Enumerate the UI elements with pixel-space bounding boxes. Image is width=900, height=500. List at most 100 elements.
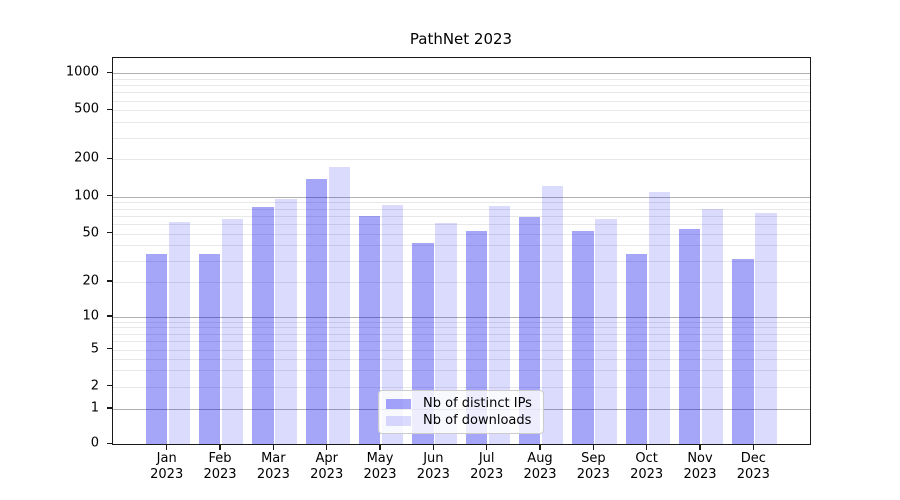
gridline (113, 358, 810, 360)
y-axis-tick-label: 0 (90, 435, 99, 451)
gridline (113, 202, 810, 204)
y-axis-tick-label: 1 (90, 400, 99, 416)
bar-aug-downloads (541, 185, 564, 445)
bar-feb-distinct-ips (198, 254, 221, 445)
bar-dec-distinct-ips (732, 258, 754, 445)
y-axis-tick (107, 195, 112, 197)
gridline (113, 196, 810, 198)
y-axis-tick (107, 71, 112, 73)
y-axis-tick-label: 2 (90, 378, 99, 393)
x-axis-tick (752, 444, 755, 450)
bar-may-distinct-ips (358, 215, 381, 445)
bar-mar-downloads (275, 198, 297, 445)
x-axis-tick (699, 444, 701, 450)
gridline (113, 333, 810, 335)
gridline (113, 110, 810, 112)
gridline (113, 245, 810, 247)
bar-may-downloads (381, 205, 404, 445)
x-axis-tick-label: Mar 2023 (256, 450, 290, 482)
bar-aug-distinct-ips (518, 217, 541, 445)
y-axis-tick-label: 5 (90, 341, 99, 356)
x-axis-tick-label: May 2023 (363, 450, 397, 482)
x-axis-tick-label: Apr 2023 (310, 450, 344, 482)
gridline (113, 215, 810, 217)
x-axis-tick (379, 444, 381, 450)
x-axis-tick (219, 444, 221, 450)
y-axis-tick (107, 280, 112, 282)
legend-label: Nb of downloads (423, 413, 532, 428)
bar-dec-downloads (755, 212, 777, 445)
bar-apr-downloads (328, 166, 350, 445)
y-axis-tick-label: 100 (74, 188, 99, 204)
x-axis-tick-label: Dec 2023 (736, 450, 770, 482)
x-axis-tick-label: Feb 2023 (203, 450, 237, 482)
gridline (113, 349, 810, 351)
bar-oct-downloads (648, 191, 670, 445)
plot-area (112, 57, 811, 445)
gridline (113, 208, 810, 210)
bar-oct-distinct-ips (625, 254, 647, 445)
bar-sep-distinct-ips (572, 230, 594, 445)
x-axis-tick-label: Nov 2023 (683, 450, 717, 482)
y-axis-tick (107, 157, 112, 159)
x-axis-tick (645, 444, 648, 450)
y-axis-tick (107, 108, 112, 110)
x-axis-tick (272, 444, 275, 450)
x-axis-tick-label: Sep 2023 (576, 450, 610, 482)
y-axis-tick-label: 10 (82, 308, 99, 324)
legend-swatch-downloads (386, 415, 411, 426)
gridline (113, 386, 810, 388)
gridline (113, 282, 810, 283)
y-axis-tick (107, 407, 112, 409)
y-axis-tick (107, 442, 112, 444)
y-axis-tick-label: 50 (82, 225, 99, 241)
x-axis-tick-label: Aug 2023 (523, 450, 557, 482)
gridline (113, 321, 810, 323)
x-axis-tick (539, 444, 541, 450)
x-axis-tick-label: Oct 2023 (630, 450, 664, 482)
gridline (113, 223, 810, 225)
chart-title: PathNet 2023 (409, 30, 513, 48)
legend: Nb of distinct IPs Nb of downloads (378, 390, 544, 434)
x-axis-tick (485, 444, 488, 450)
gridline (113, 327, 810, 329)
bar-jul-downloads (488, 206, 510, 445)
bar-nov-downloads (701, 208, 724, 445)
gridline (113, 100, 810, 102)
legend-item: Nb of downloads (386, 413, 535, 428)
x-axis-tick (166, 444, 168, 450)
x-axis-tick (592, 444, 595, 450)
gridline (113, 233, 810, 235)
x-axis-tick (432, 444, 435, 450)
y-axis-tick (107, 384, 112, 387)
bar-jan-distinct-ips (145, 254, 167, 445)
x-axis-tick (325, 444, 328, 450)
y-axis-tick-label: 1000 (65, 64, 99, 80)
gridline (113, 73, 810, 75)
bar-nov-distinct-ips (678, 228, 701, 445)
gridline (113, 92, 810, 94)
legend-item: Nb of distinct IPs (386, 396, 535, 411)
legend-label: Nb of distinct IPs (423, 396, 532, 411)
x-axis-tick-label: Jan 2023 (150, 450, 184, 482)
y-axis-tick-label: 500 (74, 101, 99, 117)
bar-sep-downloads (595, 218, 617, 445)
x-axis-tick-label: Jun 2023 (416, 450, 450, 482)
y-axis-tick (107, 315, 112, 317)
gridline (113, 85, 810, 87)
gridline (113, 317, 810, 318)
bar-feb-downloads (221, 218, 244, 445)
bar-jan-downloads (168, 222, 190, 445)
gridline (113, 340, 810, 342)
gridline (113, 78, 810, 80)
gridline (113, 122, 810, 124)
y-axis-tick (107, 347, 112, 350)
y-axis-tick (107, 232, 112, 234)
gridline (113, 260, 810, 262)
gridline (113, 159, 810, 161)
gridline (113, 137, 810, 139)
y-axis-tick-label: 200 (74, 150, 99, 166)
y-axis-tick-label: 20 (82, 273, 99, 289)
bar-jun-downloads (435, 223, 457, 445)
